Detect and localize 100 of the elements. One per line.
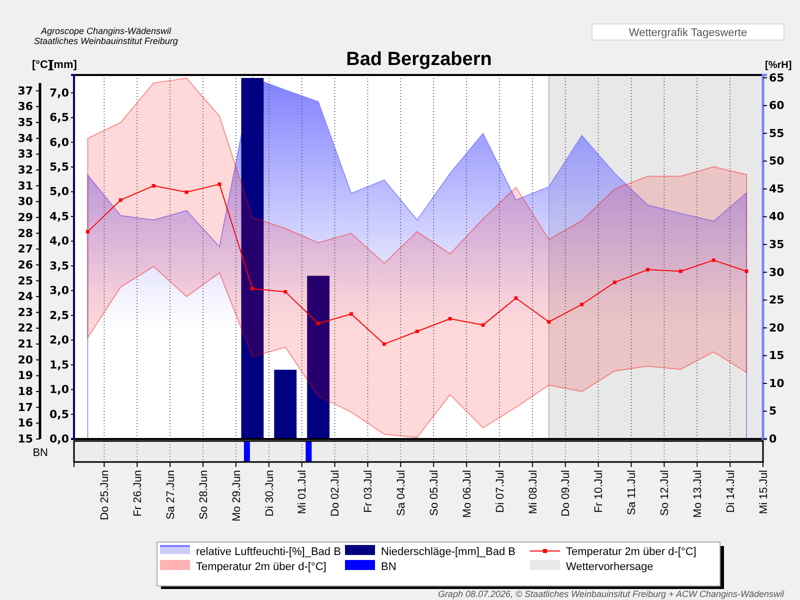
point bbox=[284, 290, 288, 294]
text: Wettergrafik Tageswerte bbox=[628, 27, 748, 39]
x-tick-label: So 12.Jul bbox=[659, 470, 672, 516]
x-tick-label: Sa 27.Jun bbox=[164, 470, 177, 520]
y-tick-label: 31 bbox=[18, 179, 33, 192]
x-tick-label: Mi 08.Jul bbox=[527, 470, 540, 514]
y2-tick-label: 2,0 bbox=[50, 334, 70, 347]
x-tick-label: Do 25.Jun bbox=[99, 470, 112, 520]
y3-tick-label: 55 bbox=[769, 126, 784, 140]
y3-tick-label: 5 bbox=[769, 404, 777, 418]
bar bbox=[307, 276, 330, 439]
y3-tick-label: 15 bbox=[769, 349, 784, 362]
y2-tick-label: 3,5 bbox=[50, 259, 69, 272]
y-tick-label: 37 bbox=[18, 84, 33, 98]
y2-tick-label: 1,5 bbox=[50, 358, 69, 372]
y3-tick-label: 0 bbox=[769, 432, 777, 446]
bar bbox=[274, 370, 297, 439]
x-tick-label: Do 02.Jul bbox=[330, 470, 342, 516]
legend-label: Wettervorhersage bbox=[566, 561, 654, 573]
point bbox=[678, 270, 682, 273]
y-tick-label: 35 bbox=[18, 116, 33, 129]
y-tick-label: 17 bbox=[18, 400, 33, 414]
x-tick-label: Fr 26.Jun bbox=[132, 470, 144, 516]
y3-tick-label: 45 bbox=[769, 182, 784, 196]
x-tick-label: Di 14.Jul bbox=[724, 470, 737, 513]
point bbox=[744, 270, 748, 273]
y2-tick-label: 6,5 bbox=[50, 111, 69, 124]
legend-label: Temperatur 2m über d-[°C] bbox=[566, 546, 696, 558]
x-tick-label: Sa 11.Jul bbox=[626, 470, 638, 516]
x-tick-label: Sa 04.Jul bbox=[396, 470, 408, 516]
y-tick-label: 16 bbox=[18, 416, 34, 430]
y-tick-label: 22 bbox=[18, 322, 33, 335]
y-tick-label: 23 bbox=[18, 306, 33, 319]
point bbox=[448, 316, 452, 320]
y-tick-label: 21 bbox=[18, 338, 33, 351]
y3-tick-label: 40 bbox=[769, 210, 785, 224]
y3-tick-label: 10 bbox=[769, 376, 785, 390]
y-tick-label: 27 bbox=[18, 242, 33, 256]
text: Temperatur 2m über d-[°C] bbox=[196, 561, 326, 573]
x-tick-label: Di 30.Jun bbox=[264, 470, 276, 516]
legend-label: relative Luftfeuchti-[%]_Bad B bbox=[196, 546, 341, 558]
y-tick-label: 32 bbox=[18, 163, 33, 176]
y3-tick-label: 30 bbox=[769, 266, 785, 279]
y2-tick-label: 2,5 bbox=[50, 308, 69, 322]
point bbox=[712, 258, 716, 262]
y3-axis-title: [%rH] bbox=[765, 60, 792, 71]
x-tick-label: Mi 01.Jul bbox=[296, 470, 309, 514]
chart-title: Bad Bergzabern bbox=[346, 49, 492, 70]
y3-tick-label: 35 bbox=[769, 238, 784, 252]
y2-tick-label: 5,5 bbox=[50, 160, 69, 174]
y-axis-title: BN bbox=[32, 447, 48, 459]
y2-tick-label: 1,0 bbox=[50, 383, 70, 396]
caption: Graph 08.07.2026, © Staatliches Weinbauinsitut Freiburg + ACW Changins-Wädenswil bbox=[438, 589, 785, 599]
point bbox=[514, 296, 518, 300]
y-tick-label: 24 bbox=[18, 290, 34, 304]
point bbox=[547, 320, 551, 324]
y-tick-label: 34 bbox=[18, 132, 34, 145]
y-axis-title: [°C] bbox=[32, 59, 52, 71]
x-tick-label: Mo 06.Jul bbox=[461, 470, 474, 518]
y2-tick-label: 0,0 bbox=[50, 432, 70, 446]
y-tick-label: 30 bbox=[18, 195, 34, 208]
text: Agroscope Changins-Wädenswil bbox=[40, 26, 172, 36]
x-tick-label: Fr 10.Jul bbox=[593, 470, 606, 513]
x-tick-label: So 28.Jun bbox=[198, 470, 210, 520]
y-tick-label: 25 bbox=[18, 274, 33, 288]
y-tick-label: 36 bbox=[18, 100, 34, 114]
y-tick-label: 29 bbox=[18, 210, 33, 224]
point bbox=[580, 302, 584, 306]
y3-tick-label: 60 bbox=[769, 99, 785, 112]
x-tick-label: Mi 15.Jul bbox=[758, 470, 770, 514]
y-tick-label: 26 bbox=[18, 258, 34, 272]
y3-tick-label: 25 bbox=[769, 294, 784, 307]
point bbox=[184, 190, 188, 194]
x-tick-label: Fr 03.Jul bbox=[362, 470, 375, 513]
point bbox=[646, 268, 650, 272]
y-tick-label: 33 bbox=[18, 148, 33, 161]
y-tick-label: 18 bbox=[18, 385, 33, 398]
point bbox=[152, 184, 156, 188]
y-tick-label: 19 bbox=[18, 369, 33, 382]
x-tick-label: Do 09.Jul bbox=[560, 470, 572, 516]
y2-tick-label: 5,0 bbox=[50, 185, 70, 198]
point bbox=[316, 322, 320, 326]
legend-label: Niederschläge-[mm]_Bad B bbox=[381, 546, 516, 558]
point bbox=[382, 342, 386, 346]
x-tick-label: Mo 13.Jul bbox=[692, 470, 704, 518]
x-tick-label: So 05.Jul bbox=[428, 470, 440, 516]
x-tick-label: Di 07.Jul bbox=[494, 470, 506, 513]
y3-tick-label: 20 bbox=[769, 321, 785, 334]
y3-tick-label: 50 bbox=[769, 154, 785, 168]
y3-tick-label: 65 bbox=[769, 71, 784, 84]
y-tick-label: 28 bbox=[18, 226, 33, 240]
point bbox=[350, 312, 353, 316]
point bbox=[86, 230, 90, 234]
text: Staatliches Weinbauinstitut Freiburg bbox=[34, 36, 178, 46]
point bbox=[415, 330, 419, 334]
y2-tick-label: 7,0 bbox=[50, 86, 70, 100]
y2-tick-label: 3,0 bbox=[50, 284, 70, 298]
legend-label: BN bbox=[381, 561, 396, 573]
y2-tick-label: 0,5 bbox=[50, 408, 69, 421]
bar bbox=[241, 78, 264, 439]
